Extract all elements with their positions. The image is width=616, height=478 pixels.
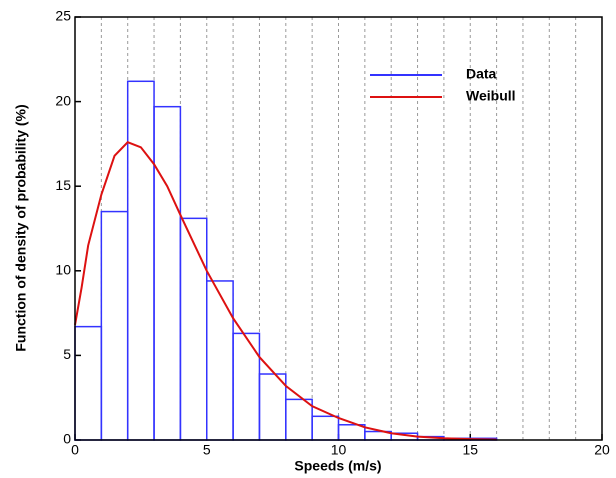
- x-tick-label: 20: [594, 442, 610, 458]
- y-tick-label: 20: [55, 92, 71, 108]
- histogram-bar: [337, 424, 366, 441]
- histogram-bar: [74, 325, 103, 441]
- x-tick-label: 0: [71, 442, 79, 458]
- line-series: [74, 141, 497, 441]
- histogram-bar: [153, 105, 182, 441]
- histogram-bar: [311, 415, 340, 441]
- histogram-bar: [232, 332, 261, 441]
- y-tick-label: 0: [63, 431, 71, 447]
- y-tick-label: 10: [55, 262, 71, 278]
- legend-label: Weibull: [466, 88, 516, 104]
- plot-frame: [74, 16, 603, 441]
- histogram-bar: [179, 217, 208, 441]
- legend-label: Data: [466, 66, 497, 82]
- histogram-bar: [285, 398, 313, 441]
- x-tick-label: 10: [331, 442, 347, 458]
- x-tick-label: 5: [203, 442, 211, 458]
- histogram-bar: [100, 210, 129, 441]
- y-tick-label: 15: [55, 177, 71, 193]
- histogram-bar: [126, 80, 155, 441]
- x-axis-label: Speeds (m/s): [294, 458, 381, 474]
- y-tick-label: 5: [63, 346, 71, 362]
- x-tick-label: 15: [462, 442, 478, 458]
- y-tick-label: 25: [55, 8, 71, 24]
- y-axis-label: Function of density of probability (%): [13, 104, 29, 351]
- histogram-bar: [206, 280, 234, 441]
- histogram-bar: [258, 373, 287, 441]
